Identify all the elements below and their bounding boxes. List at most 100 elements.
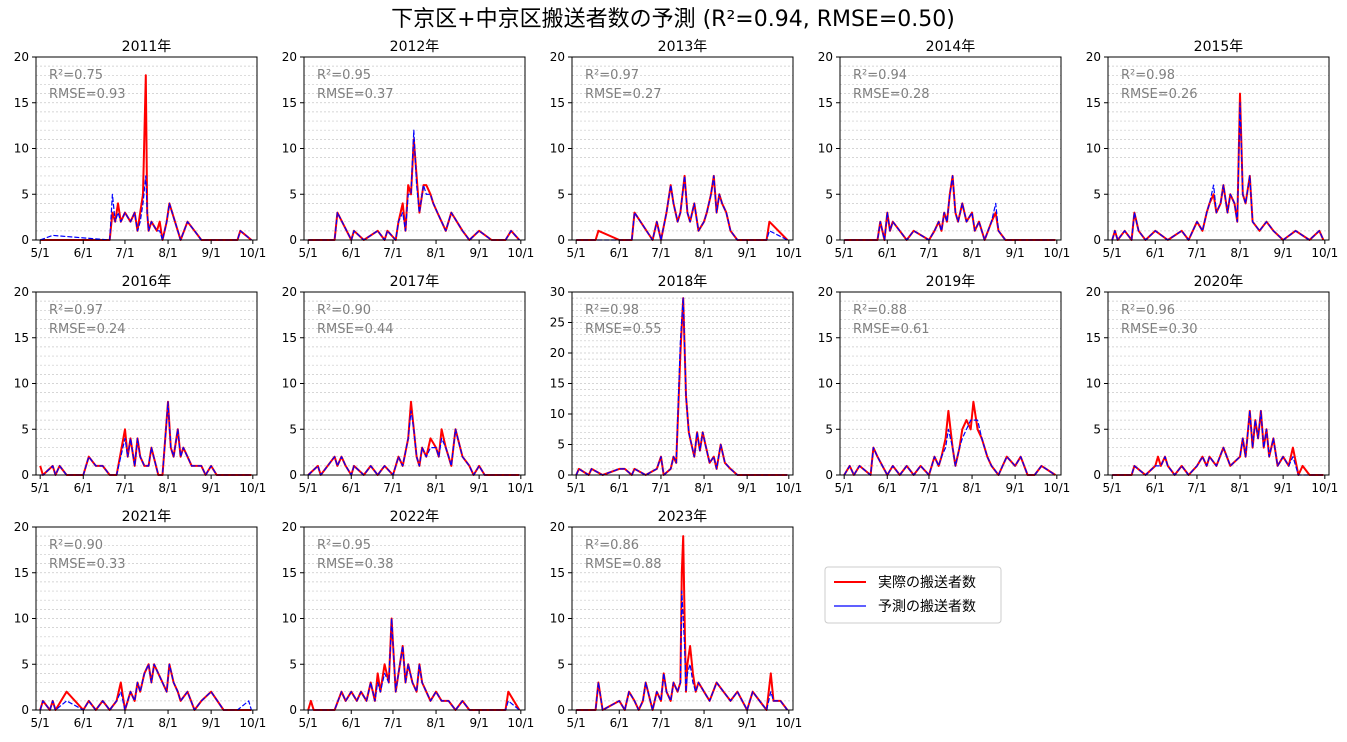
legend-frame	[824, 566, 1002, 624]
y-tick-label: 0	[21, 703, 29, 717]
x-tick-label: 9/1	[1273, 246, 1292, 260]
x-tick-label: 8/1	[426, 481, 445, 495]
x-tick-label: 8/1	[1230, 481, 1249, 495]
predicted-series-line	[843, 419, 1056, 476]
y-tick-label: 0	[557, 703, 565, 717]
x-tick-label: 8/1	[694, 481, 713, 495]
y-tick-label: 15	[818, 96, 833, 110]
y-tick-label: 20	[818, 285, 833, 299]
x-tick-label: 10/1	[775, 481, 802, 495]
predicted-series-line	[575, 297, 788, 476]
chart-panel: 0 5 10 15 20 5/1 6/1 7/1 8/1 9/1 10/1 2013年 R²=0.97 R…	[550, 39, 803, 260]
chart-panel: 0 5 10 15 20 25 30 5/1 6/1 7/1 8/1 9/1 10/1 2018年 R²=0…	[550, 274, 803, 495]
predicted-series-line	[39, 175, 252, 241]
x-tick-label: 6/1	[610, 246, 629, 260]
predicted-series-line	[1112, 410, 1324, 476]
x-tick-label: 8/1	[962, 246, 981, 260]
x-tick-label: 10/1	[507, 246, 534, 260]
chart-panel: 0 5 10 15 20 5/1 6/1 7/1 8/1 9/1 10/1 2020年 R²=0.96 R…	[1086, 274, 1339, 495]
chart-panel: 0 5 10 15 20 5/1 6/1 7/1 8/1 9/1 10/1 2016年 R²=0.97 R…	[14, 274, 267, 495]
x-tick-label: 10/1	[507, 716, 534, 730]
x-tick-label: 10/1	[1043, 246, 1070, 260]
y-tick-label: 20	[14, 50, 29, 64]
x-tick-label: 6/1	[342, 481, 361, 495]
y-tick-label: 20	[1086, 50, 1101, 64]
rmse-annotation: RMSE=0.26	[1121, 87, 1198, 102]
y-tick-label: 0	[21, 468, 29, 482]
x-tick-label: 9/1	[737, 246, 756, 260]
r2-annotation: R²=0.97	[49, 303, 103, 318]
y-tick-label: 20	[282, 285, 297, 299]
rmse-annotation: RMSE=0.27	[585, 87, 662, 102]
actual-series-line	[1112, 409, 1324, 476]
x-tick-label: 10/1	[775, 716, 802, 730]
y-tick-label: 5	[557, 438, 565, 452]
x-tick-label: 7/1	[383, 246, 402, 260]
y-tick-label: 15	[1086, 331, 1101, 345]
predicted-series-line	[308, 129, 520, 241]
y-tick-label: 15	[282, 566, 297, 580]
x-tick-label: 5/1	[31, 716, 50, 730]
x-tick-label: 5/1	[567, 716, 586, 730]
y-tick-label: 15	[818, 331, 833, 345]
x-tick-label: 8/1	[158, 246, 177, 260]
rmse-annotation: RMSE=0.88	[585, 557, 662, 572]
panel-title: 2023年	[658, 509, 708, 525]
y-tick-label: 20	[14, 520, 29, 534]
x-tick-label: 5/1	[835, 481, 854, 495]
y-tick-label: 15	[14, 96, 29, 110]
x-tick-label: 5/1	[299, 481, 318, 495]
y-tick-label: 10	[14, 142, 29, 156]
x-tick-label: 9/1	[469, 246, 488, 260]
panel-title: 2012年	[390, 39, 440, 55]
y-tick-label: 0	[1093, 233, 1101, 247]
y-tick-label: 15	[550, 566, 565, 580]
x-tick-label: 5/1	[835, 246, 854, 260]
y-tick-label: 20	[818, 50, 833, 64]
x-tick-label: 7/1	[115, 246, 134, 260]
rmse-annotation: RMSE=0.93	[49, 87, 126, 102]
x-tick-label: 7/1	[115, 716, 134, 730]
r2-annotation: R²=0.95	[317, 538, 371, 553]
x-tick-label: 8/1	[426, 716, 445, 730]
x-tick-label: 8/1	[694, 716, 713, 730]
y-tick-label: 10	[818, 377, 833, 391]
panel-title: 2013年	[658, 39, 708, 55]
y-tick-label: 5	[21, 422, 29, 436]
x-tick-label: 6/1	[74, 246, 93, 260]
panel-title: 2018年	[658, 274, 708, 290]
x-tick-label: 10/1	[1311, 246, 1338, 260]
x-tick-label: 6/1	[74, 716, 93, 730]
x-tick-label: 6/1	[878, 481, 897, 495]
chart-panel: 0 5 10 15 20 5/1 6/1 7/1 8/1 9/1 10/1 2011年 R²=0.75 R…	[14, 39, 267, 260]
x-tick-label: 7/1	[651, 246, 670, 260]
y-tick-label: 25	[550, 316, 565, 330]
x-tick-label: 5/1	[567, 481, 586, 495]
rmse-annotation: RMSE=0.33	[49, 557, 126, 572]
x-tick-label: 7/1	[383, 481, 402, 495]
x-tick-label: 9/1	[1005, 481, 1024, 495]
panel-title: 2021年	[122, 509, 172, 525]
x-tick-label: 7/1	[651, 481, 670, 495]
y-tick-label: 15	[14, 566, 29, 580]
rmse-annotation: RMSE=0.30	[1121, 322, 1198, 337]
x-tick-label: 10/1	[1043, 481, 1070, 495]
y-tick-label: 10	[818, 142, 833, 156]
y-tick-label: 10	[550, 142, 565, 156]
x-tick-label: 7/1	[651, 716, 670, 730]
rmse-annotation: RMSE=0.61	[853, 322, 930, 337]
x-tick-label: 10/1	[239, 716, 266, 730]
chart-panel: 0 5 10 15 20 5/1 6/1 7/1 8/1 9/1 10/1 2021年 R²=0.90 R…	[14, 509, 267, 730]
y-tick-label: 0	[289, 703, 297, 717]
x-tick-label: 8/1	[158, 716, 177, 730]
x-tick-label: 7/1	[919, 481, 938, 495]
r2-annotation: R²=0.96	[1121, 303, 1175, 318]
y-tick-label: 20	[550, 346, 565, 360]
x-tick-label: 6/1	[610, 481, 629, 495]
r2-annotation: R²=0.97	[585, 68, 639, 83]
x-tick-label: 5/1	[299, 246, 318, 260]
x-tick-label: 8/1	[1230, 246, 1249, 260]
panel-title: 2016年	[122, 274, 172, 290]
y-tick-label: 5	[1093, 187, 1101, 201]
y-tick-label: 0	[557, 468, 565, 482]
